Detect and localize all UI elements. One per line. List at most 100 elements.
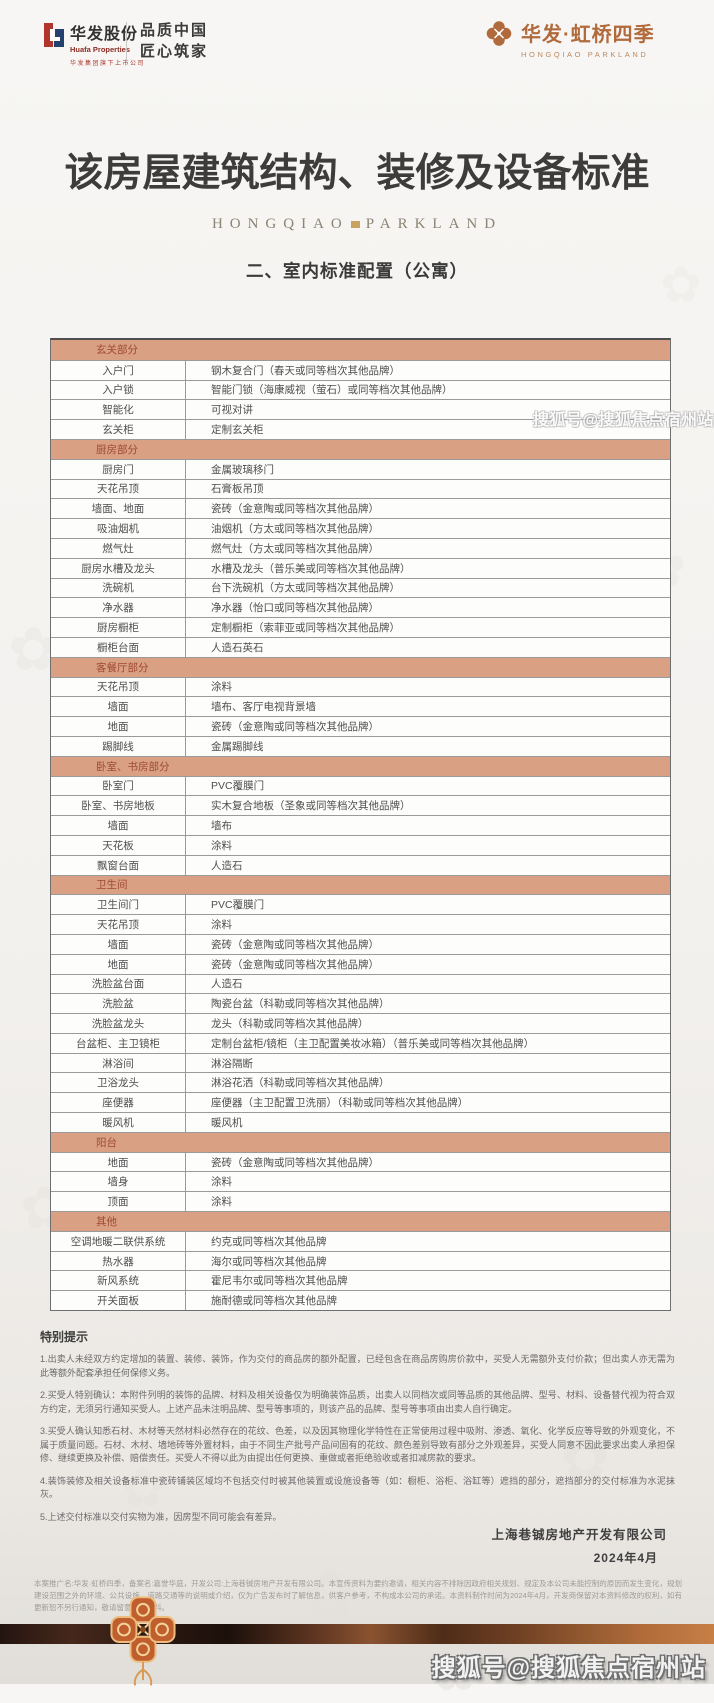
- spec-cell: 瓷砖（金意陶或同等档次其他品牌）: [211, 721, 379, 734]
- item-cell: 座便器: [51, 1093, 186, 1113]
- item-cell: 空调地暖二联供系统: [51, 1231, 186, 1251]
- item-cell: 台盆柜、主卫镜柜: [51, 1033, 186, 1053]
- table-row: 卫浴龙头 淋浴花洒（科勒或同等档次其他品牌）: [51, 1072, 670, 1093]
- note-item-5: 5.上述交付标准以交付实物为准，因房型不同可能会有差异。: [40, 1511, 282, 1522]
- item-cell: 洗脸盆: [51, 994, 186, 1014]
- item-cell: 卫生间门: [51, 895, 186, 915]
- table-row: 暖风机 暖风机: [51, 1112, 670, 1132]
- spec-cell: 人造石: [211, 859, 243, 872]
- item-cell: 墙面: [51, 934, 186, 954]
- table-section-header: 玄关部分: [51, 340, 670, 360]
- developer-company: 上海巷铖房地产开发有限公司: [491, 1528, 667, 1542]
- table-section-header: 厨房部分: [51, 438, 670, 459]
- spec-cell: 淋浴花洒（科勒或同等档次其他品牌）: [211, 1077, 390, 1090]
- item-cell: 地面: [51, 1152, 186, 1172]
- spec-cell: 暖风机: [211, 1116, 243, 1129]
- spec-cell: 涂料: [211, 839, 232, 852]
- huafa-name-en: Huafa Properties: [70, 45, 131, 54]
- spec-cell: 墙布、客厅电视背景墙: [211, 701, 316, 714]
- item-cell: 燃气灶: [51, 538, 186, 558]
- item-cell: 地面: [51, 717, 186, 736]
- table-row: 淋浴间 淋浴隔断: [51, 1052, 670, 1073]
- spec-cell: 油烟机（方太或同等档次其他品牌）: [211, 523, 379, 536]
- spec-cell: 定制玄关柜: [211, 424, 264, 437]
- note-item-3: 3.买受人确认知悉石材、木材等天然材料必然存在的花纹、色差，以及因其物理化学特性…: [40, 1426, 675, 1463]
- table-row: 顶面 涂料: [51, 1191, 670, 1212]
- item-cell: 天花板: [51, 835, 186, 855]
- page-title: 该房屋建筑结构、装修及设备标准: [64, 152, 650, 195]
- item-cell: 淋浴间: [51, 1053, 186, 1073]
- spec-cell: 人造石英石: [211, 641, 264, 654]
- spec-cell: 金属踢脚线: [211, 740, 264, 753]
- spec-cell: 可视对讲: [211, 404, 253, 417]
- table-row: 新风系统 霍尼韦尔或同等档次其他品牌: [51, 1270, 670, 1291]
- table-row: 踢脚线 金属踢脚线: [51, 735, 670, 756]
- table-section-header: 卧室、书房部分: [51, 755, 670, 776]
- item-cell: 入户锁: [51, 380, 186, 400]
- item-cell: 吸油烟机: [51, 519, 186, 538]
- header-tagline: 品质中国 匠心筑家: [140, 20, 208, 62]
- table-row: 燃气灶 燃气灶（方太或同等档次其他品牌）: [51, 537, 670, 558]
- huafa-name: 华发股份: [70, 26, 139, 43]
- spec-cell: 墙布: [211, 820, 232, 833]
- spec-cell: 龙头（科勒或同等档次其他品牌）: [211, 1017, 369, 1030]
- spec-cell: 净水器（怡口或同等档次其他品牌）: [211, 602, 379, 615]
- item-cell: 玄关柜: [51, 420, 186, 439]
- tagline-line2: 匠心筑家: [140, 43, 209, 60]
- spec-cell: 水槽及龙头（普乐美或同等档次其他品牌）: [211, 562, 411, 575]
- subtitle-left: HONGQIAO: [211, 216, 349, 232]
- table-section-header: 客餐厅部分: [51, 656, 670, 677]
- section-name: 客餐厅部分: [96, 661, 149, 674]
- spec-cell: PVC覆膜门: [211, 899, 265, 912]
- spec-cell: 瓷砖（金意陶或同等档次其他品牌）: [211, 958, 379, 971]
- item-cell: 厨房橱柜: [51, 618, 186, 637]
- table-row: 地面 瓷砖（金意陶或同等档次其他品牌）: [51, 1151, 670, 1172]
- item-cell: 卧室、书房地板: [51, 796, 186, 816]
- top-header: 华发股份 Huafa Properties 华发集团旗下上市公司 品质中国 匠心…: [0, 16, 714, 80]
- table-row: 墙身 涂料: [51, 1171, 670, 1192]
- document-date: 2024年4月: [593, 1551, 658, 1565]
- item-cell: 墙面: [51, 816, 186, 835]
- item-cell: 智能化: [51, 400, 186, 420]
- table-row: 墙面 墙布、客厅电视背景墙: [51, 696, 670, 717]
- table-row: 卧室门 PVC覆膜门: [51, 775, 670, 796]
- item-cell: 新风系统: [51, 1271, 186, 1291]
- table-row: 飘窗台面 人造石: [51, 854, 670, 875]
- parkland-name-en: HONGQIAO PARKLAND: [521, 50, 649, 59]
- table-row: 地面 瓷砖（金意陶或同等档次其他品牌）: [51, 716, 670, 736]
- table-row: 厨房门 金属玻璃移门: [51, 458, 670, 479]
- parkland-logo: 华发·虹桥四季 HONGQIAO PARKLAND: [484, 18, 655, 59]
- spec-cell: 霍尼韦尔或同等档次其他品牌: [211, 1275, 348, 1288]
- table-section-header: 阳台: [51, 1131, 670, 1152]
- huafa-logo-icon: [44, 23, 64, 47]
- table-row: 洗脸盆龙头 龙头（科勒或同等档次其他品牌）: [51, 1013, 670, 1033]
- spec-cell: 涂料: [211, 919, 232, 931]
- section-name: 卧室、书房部分: [96, 760, 170, 773]
- section-title: 二、室内标准配置（公寓）: [246, 261, 468, 281]
- section-name: 阳台: [96, 1136, 117, 1149]
- table-row: 墙面、地面 瓷砖（金意陶或同等档次其他品牌）: [51, 498, 670, 519]
- item-cell: 暖风机: [51, 1113, 186, 1132]
- item-cell: 开关面板: [51, 1291, 186, 1311]
- table-row: 天花板 涂料: [51, 834, 670, 855]
- item-cell: 卧室门: [51, 776, 186, 796]
- spec-cell: 人造石: [211, 978, 243, 991]
- table-row: 洗脸盆台面 人造石: [51, 973, 670, 994]
- item-cell: 洗脸盆台面: [51, 974, 186, 994]
- spec-cell: 定制橱柜（索菲亚或同等档次其他品牌）: [211, 622, 400, 635]
- spec-cell: 实木复合地板（圣象或同等档次其他品牌）: [211, 800, 411, 813]
- note-item-4: 4.装饰装修及相关设备标准中瓷砖铺装区域均不包括交付时被其他装置或设施设备等（如…: [40, 1475, 675, 1500]
- spec-cell: 座便器（主卫配置卫洗丽）（科勒或同等档次其他品牌）: [211, 1097, 469, 1110]
- spec-cell: 定制台盆柜/镜柜（主卫配置美妆冰箱）（普乐美或同等档次其他品牌）: [211, 1037, 535, 1050]
- table-row: 洗碗机 台下洗碗机（方太或同等档次其他品牌）: [51, 577, 670, 598]
- item-cell: 洗脸盆龙头: [51, 1014, 186, 1033]
- table-row: 入户门 钢木复合门（春天或同等档次其他品牌）: [51, 359, 670, 380]
- item-cell: 卫浴龙头: [51, 1073, 186, 1093]
- table-row: 开关面板 施耐德或同等档次其他品牌: [51, 1290, 670, 1311]
- section-name: 卫生间: [96, 879, 128, 892]
- table-row: 卧室、书房地板 实木复合地板（圣象或同等档次其他品牌）: [51, 795, 670, 816]
- spec-cell: 瓷砖（金意陶或同等档次其他品牌）: [211, 938, 379, 951]
- table-row: 天花吊顶 石膏板吊顶: [51, 478, 670, 499]
- notes-title: 特别提示: [40, 1330, 89, 1344]
- table-row: 入户锁 智能门锁（海康威视（萤石）或同等档次其他品牌）: [51, 379, 670, 400]
